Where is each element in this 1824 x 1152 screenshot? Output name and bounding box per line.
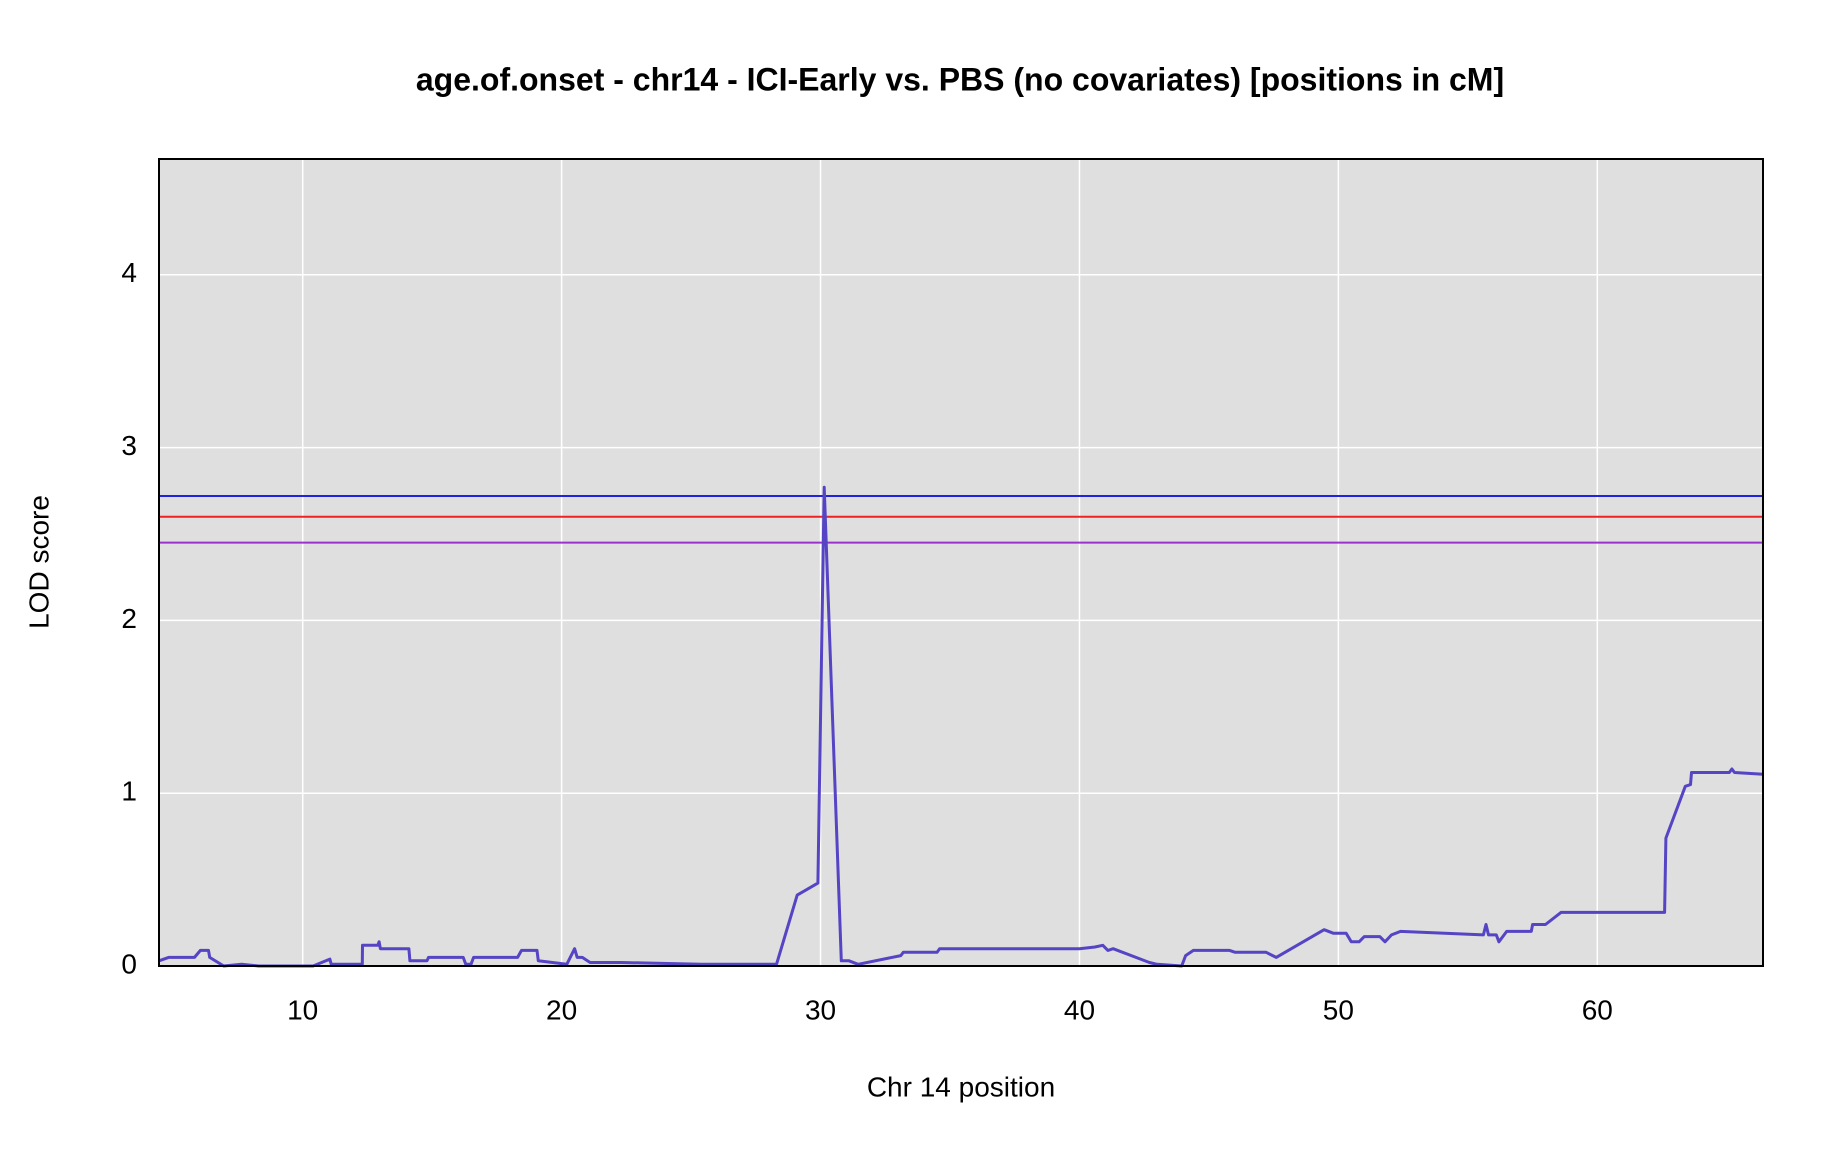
y-tick-label: 2 bbox=[121, 603, 137, 634]
lod-line bbox=[158, 485, 1764, 968]
plot-frame bbox=[158, 158, 1764, 967]
x-tick-label: 60 bbox=[1582, 994, 1613, 1025]
x-axis-label: Chr 14 position bbox=[867, 1071, 1055, 1102]
x-tick-label: 40 bbox=[1064, 994, 1095, 1025]
x-tick-label: 30 bbox=[805, 994, 836, 1025]
x-tick-label: 50 bbox=[1323, 994, 1354, 1025]
y-tick-label: 0 bbox=[121, 948, 137, 979]
chart-title: age.of.onset - chr14 - ICI-Early vs. PBS… bbox=[416, 61, 1504, 97]
plot-background bbox=[159, 159, 1763, 966]
y-tick-label: 1 bbox=[121, 776, 137, 807]
y-tick-label: 4 bbox=[121, 257, 137, 288]
x-tick-label: 10 bbox=[287, 994, 318, 1025]
x-tick-label: 20 bbox=[546, 994, 577, 1025]
y-tick-label: 3 bbox=[121, 430, 137, 461]
y-axis-label: LOD score bbox=[23, 495, 54, 629]
